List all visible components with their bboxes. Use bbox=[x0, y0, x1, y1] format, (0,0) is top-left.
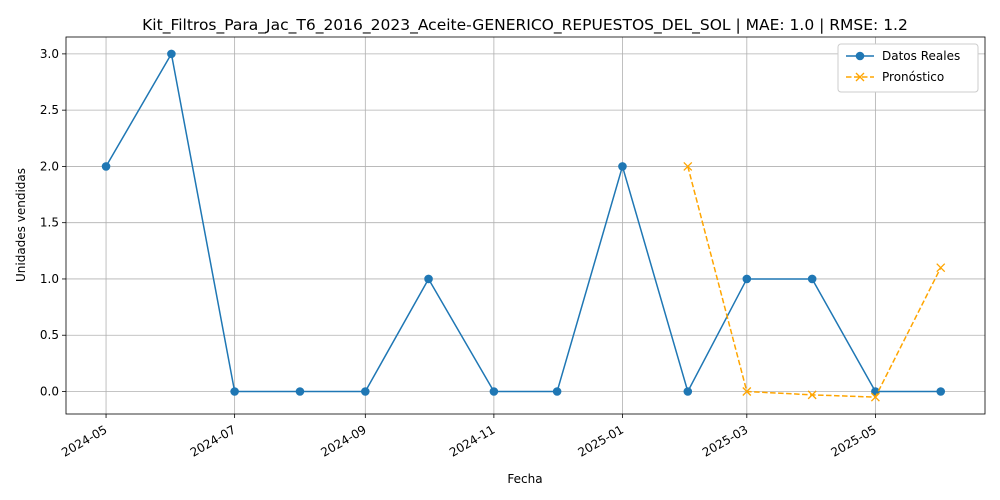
x-tick-label: 2025-01 bbox=[576, 422, 626, 459]
actual-point bbox=[295, 387, 305, 396]
x-axis-label: Fecha bbox=[507, 472, 542, 486]
forecast-point bbox=[683, 161, 693, 171]
actual-point bbox=[683, 387, 693, 396]
y-axis-label: Unidades vendidas bbox=[14, 168, 28, 282]
forecast-point bbox=[742, 387, 752, 396]
chart-title: Kit_Filtros_Para_Jac_T6_2016_2023_Aceite… bbox=[142, 16, 908, 35]
x-tick-label: 2025-03 bbox=[700, 422, 750, 459]
y-tick-label: 1.5 bbox=[40, 216, 59, 230]
actual-series-line bbox=[105, 51, 941, 394]
y-tick-label: 0.0 bbox=[40, 384, 59, 398]
y-tick-label: 2.0 bbox=[40, 159, 59, 173]
actual-point bbox=[807, 274, 817, 284]
marker-stroke bbox=[936, 263, 946, 273]
x-tick-label: 2024-07 bbox=[188, 422, 238, 459]
x-tick-label: 2024-05 bbox=[59, 422, 109, 459]
legend: Datos Reales Pronóstico bbox=[837, 43, 979, 93]
marker-stroke bbox=[807, 390, 817, 400]
marker-stroke bbox=[742, 387, 752, 396]
y-tick-label: 1.0 bbox=[40, 272, 59, 286]
actual-point bbox=[936, 387, 946, 396]
actual-point bbox=[742, 274, 752, 284]
actual-point bbox=[552, 387, 562, 396]
series-group bbox=[101, 49, 946, 402]
actual-point bbox=[618, 162, 627, 171]
grid bbox=[66, 37, 985, 414]
x-tick-label: 2025-05 bbox=[828, 422, 878, 459]
plot-frame bbox=[65, 36, 986, 415]
marker-stroke bbox=[683, 161, 693, 171]
x-tick-label: 2024-11 bbox=[447, 422, 497, 459]
actual-point bbox=[489, 387, 499, 396]
y-tick-label: 2.5 bbox=[40, 103, 59, 117]
legend-marker bbox=[855, 72, 865, 82]
actual-point bbox=[361, 387, 370, 396]
actual-point bbox=[167, 49, 176, 59]
legend-label: Datos Reales bbox=[882, 49, 960, 63]
legend-item-actual: Datos Reales bbox=[846, 49, 960, 63]
forecast-point bbox=[870, 392, 880, 402]
legend-label: Pronóstico bbox=[882, 70, 944, 84]
actual-point bbox=[101, 162, 111, 171]
forecast-point bbox=[936, 263, 946, 273]
legend-item-forecast: Pronóstico bbox=[846, 70, 944, 84]
y-tick-label: 0.5 bbox=[40, 328, 59, 342]
legend-marker bbox=[855, 51, 865, 61]
marker-stroke bbox=[870, 392, 880, 402]
forecast-point bbox=[807, 390, 817, 400]
x-tick-label: 2024-09 bbox=[318, 422, 368, 459]
axes: 2024-05 2024-07 2024-09 2024-11 2025-01 2025-… bbox=[40, 47, 879, 460]
actual-point bbox=[424, 274, 433, 284]
actual-point bbox=[230, 387, 239, 396]
y-tick-label: 3.0 bbox=[40, 47, 59, 61]
